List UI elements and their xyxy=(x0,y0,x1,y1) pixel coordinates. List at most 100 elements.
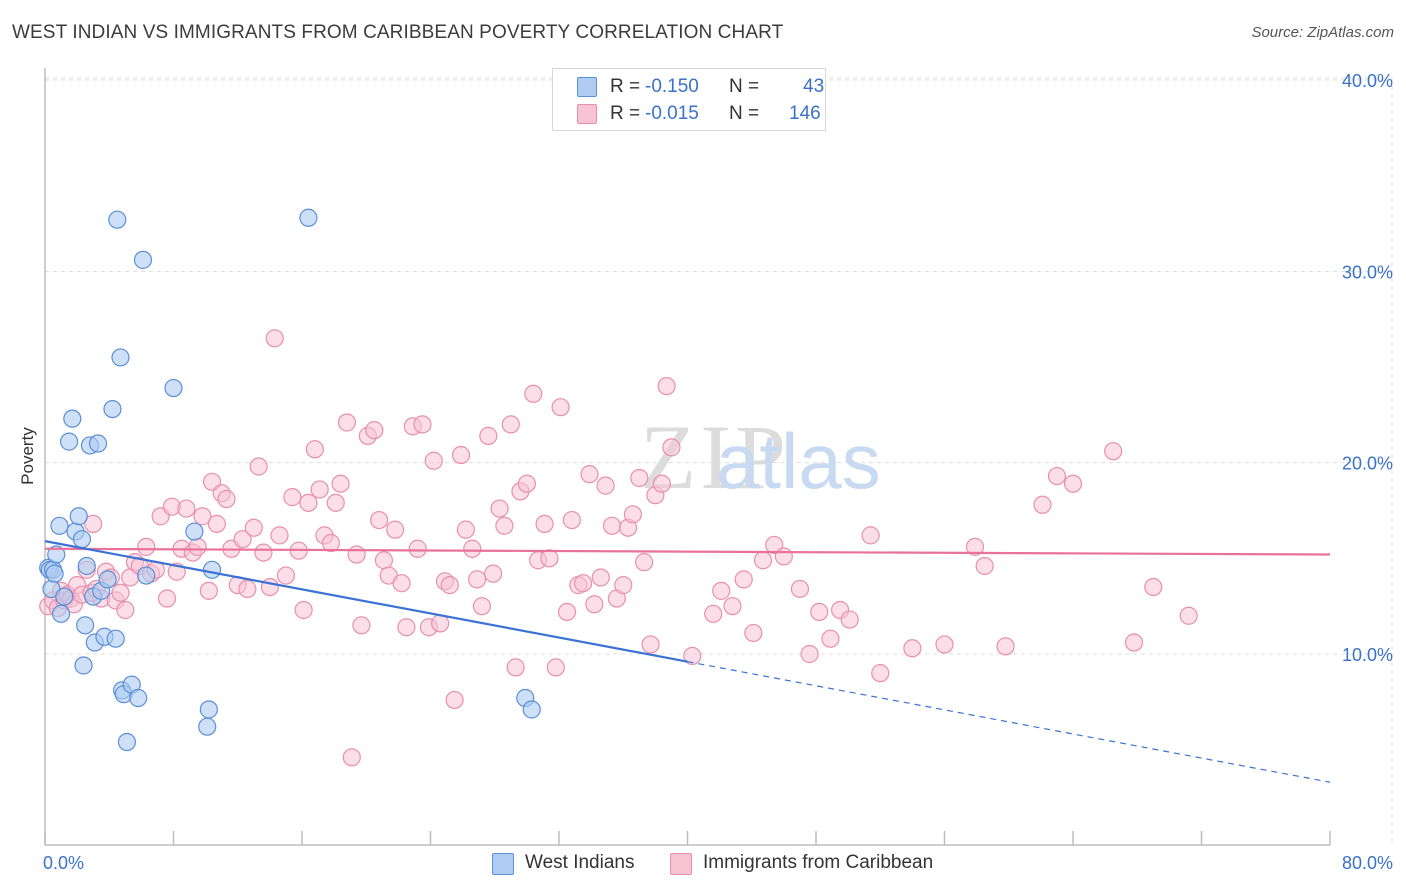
data-point-caribbean xyxy=(903,639,922,658)
data-point-caribbean xyxy=(305,440,324,459)
data-point-west-indian xyxy=(164,378,183,398)
legend-r-label: R = xyxy=(610,103,641,124)
data-point-caribbean xyxy=(585,595,604,614)
y-tick-label: 20.0% xyxy=(1342,454,1393,474)
data-point-west-indian xyxy=(69,507,88,526)
data-point-caribbean xyxy=(790,579,810,599)
data-point-caribbean xyxy=(723,597,742,616)
data-point-west-indian xyxy=(45,564,64,583)
trend-lines xyxy=(44,540,1331,783)
trend-line-caribbean xyxy=(44,547,1331,556)
data-point-west-indian xyxy=(47,545,66,564)
data-point-caribbean xyxy=(270,526,289,545)
data-point-caribbean xyxy=(535,514,554,533)
data-point-caribbean xyxy=(935,635,954,654)
data-point-caribbean xyxy=(310,480,329,499)
data-point-caribbean xyxy=(321,533,341,553)
data-point-west-indian xyxy=(198,717,217,736)
data-point-caribbean xyxy=(540,549,559,568)
data-point-caribbean xyxy=(614,576,633,595)
data-point-west-indian xyxy=(76,616,95,635)
data-point-caribbean xyxy=(294,600,313,620)
y-tick-label: 30.0% xyxy=(1342,262,1393,282)
data-point-caribbean xyxy=(840,610,859,629)
data-point-caribbean xyxy=(573,574,593,593)
legend-swatch-blue xyxy=(492,853,514,875)
data-point-west-indian xyxy=(111,348,130,367)
data-point-west-indian xyxy=(199,700,218,719)
data-point-caribbean xyxy=(342,748,361,767)
data-point-caribbean xyxy=(635,553,654,572)
data-point-west-indian xyxy=(59,432,79,451)
data-point-caribbean xyxy=(472,597,491,616)
data-point-caribbean xyxy=(501,415,520,434)
data-point-west-indian xyxy=(299,208,318,227)
data-point-caribbean xyxy=(283,488,302,507)
data-point-caribbean xyxy=(157,589,177,608)
data-point-caribbean xyxy=(424,451,443,470)
data-point-caribbean xyxy=(479,426,498,445)
data-point-caribbean xyxy=(623,505,642,524)
data-point-caribbean xyxy=(1124,633,1144,652)
data-point-caribbean xyxy=(451,445,471,465)
data-point-caribbean xyxy=(111,583,130,602)
data-point-caribbean xyxy=(1179,606,1198,625)
x-tick-label: 0.0% xyxy=(43,853,84,873)
data-point-caribbean xyxy=(524,384,543,403)
data-point-west-indian xyxy=(129,688,148,708)
data-point-caribbean xyxy=(557,602,577,622)
data-point-caribbean xyxy=(484,564,503,583)
legend-label: West Indians xyxy=(525,852,635,873)
data-point-west-indian xyxy=(51,604,71,623)
data-point-west-indian xyxy=(202,560,222,579)
legend-n-value: 146 xyxy=(789,103,821,124)
series-west-indians-points xyxy=(39,208,541,752)
y-tick-label: 40.0% xyxy=(1342,71,1393,91)
data-point-caribbean xyxy=(551,398,570,417)
legend-n-value: 43 xyxy=(803,76,825,97)
data-point-caribbean xyxy=(365,421,384,440)
data-point-west-indian xyxy=(98,570,117,589)
data-point-caribbean xyxy=(580,465,599,484)
data-point-caribbean xyxy=(821,629,840,648)
data-point-caribbean xyxy=(244,518,263,537)
data-point-caribbean xyxy=(1063,474,1083,493)
data-point-caribbean xyxy=(370,510,389,530)
data-point-caribbean xyxy=(249,457,268,476)
y-tick-label: 10.0% xyxy=(1342,645,1393,665)
data-point-caribbean xyxy=(352,616,371,635)
data-point-caribbean xyxy=(413,415,432,434)
data-point-caribbean xyxy=(734,570,753,589)
data-point-caribbean xyxy=(517,474,536,493)
correlation-legend: R = -0.150 N = 43 R = -0.015 N = 146 xyxy=(552,68,826,131)
data-point-caribbean xyxy=(662,438,681,457)
data-point-caribbean xyxy=(463,539,482,558)
data-point-west-indian xyxy=(106,629,125,648)
legend-swatch-pink xyxy=(577,104,597,124)
data-point-caribbean xyxy=(188,537,207,556)
data-point-caribbean xyxy=(652,474,671,493)
data-point-caribbean xyxy=(744,623,763,643)
data-point-west-indian xyxy=(108,210,127,229)
data-point-caribbean xyxy=(871,664,890,683)
data-point-caribbean xyxy=(562,510,581,530)
data-point-caribbean xyxy=(774,547,793,566)
axes xyxy=(44,68,1331,846)
watermark-atlas: atlas xyxy=(716,417,881,505)
data-point-caribbean xyxy=(712,581,731,600)
data-point-caribbean xyxy=(1104,442,1123,461)
x-tick-label: 80.0% xyxy=(1342,853,1393,873)
data-point-caribbean xyxy=(704,604,723,623)
legend-swatch-pink xyxy=(670,853,692,875)
data-point-caribbean xyxy=(397,618,416,637)
data-point-caribbean xyxy=(199,581,218,600)
data-point-caribbean xyxy=(596,476,615,495)
data-point-west-indian xyxy=(117,732,137,752)
legend-r-value: -0.150 xyxy=(645,76,699,97)
data-point-caribbean xyxy=(591,568,610,587)
data-point-caribbean xyxy=(861,526,880,545)
legend-swatch-blue xyxy=(577,77,597,97)
data-point-caribbean xyxy=(506,658,525,677)
data-point-west-indian xyxy=(50,516,69,535)
trend-line-west-indians-extrapolated xyxy=(687,661,1331,783)
